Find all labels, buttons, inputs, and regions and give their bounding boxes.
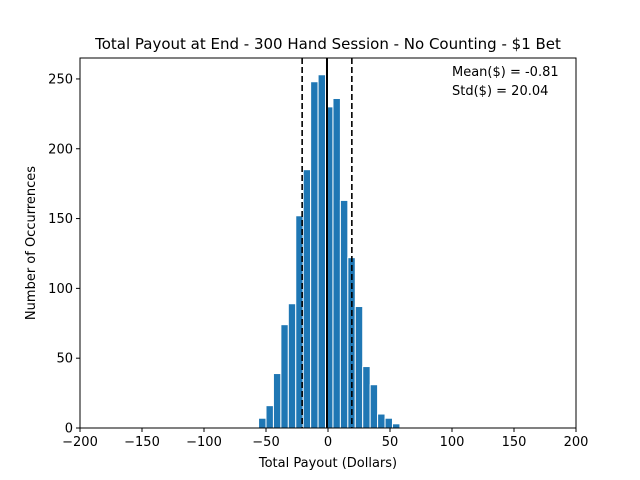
x-tick-label: 150 <box>502 435 527 450</box>
x-tick-label: 50 <box>382 435 399 450</box>
histogram-bar <box>332 97 341 429</box>
histogram-bar <box>391 423 401 429</box>
x-axis-ticks: −200 −150 −100 −50 0 50 100 150 200 <box>62 428 588 450</box>
x-tick-label: −150 <box>124 435 160 450</box>
histogram-bar <box>317 74 327 429</box>
histogram-bar <box>258 417 267 429</box>
chart-title: Total Payout at End - 300 Hand Session -… <box>94 35 561 53</box>
histogram-bar <box>339 199 349 429</box>
std-annotation: Std($) = 20.04 <box>452 84 548 99</box>
x-tick-label: 200 <box>564 435 589 450</box>
x-tick-label: 0 <box>324 435 332 450</box>
y-tick-label: 150 <box>48 212 73 227</box>
y-tick-label: 200 <box>48 142 73 157</box>
y-tick-label: 50 <box>56 352 73 367</box>
histogram-bar <box>310 81 319 429</box>
x-axis-label: Total Payout (Dollars) <box>258 456 397 471</box>
histogram-bar <box>354 306 364 429</box>
mean-annotation: Mean($) = -0.81 <box>452 65 559 80</box>
histogram-bar <box>369 384 379 429</box>
histogram-bar <box>302 169 312 429</box>
histogram-bar <box>377 413 386 429</box>
y-tick-label: 250 <box>48 72 73 87</box>
histogram-bar <box>265 405 274 429</box>
histogram-bar <box>280 324 289 429</box>
x-tick-label: −200 <box>62 435 98 450</box>
y-tick-label: 0 <box>65 422 73 437</box>
y-axis-ticks: 0 50 100 150 200 250 <box>48 72 80 437</box>
plot-frame <box>79 57 577 429</box>
x-tick-label: −100 <box>186 435 222 450</box>
histogram-bar <box>272 373 282 429</box>
x-tick-label: 100 <box>440 435 465 450</box>
histogram-bar <box>362 366 371 429</box>
x-tick-label: −50 <box>252 435 279 450</box>
histogram-bar <box>287 303 297 429</box>
histogram-bar <box>384 417 393 429</box>
y-tick-label: 100 <box>48 282 73 297</box>
y-axis-label: Number of Occurrences <box>24 166 39 320</box>
